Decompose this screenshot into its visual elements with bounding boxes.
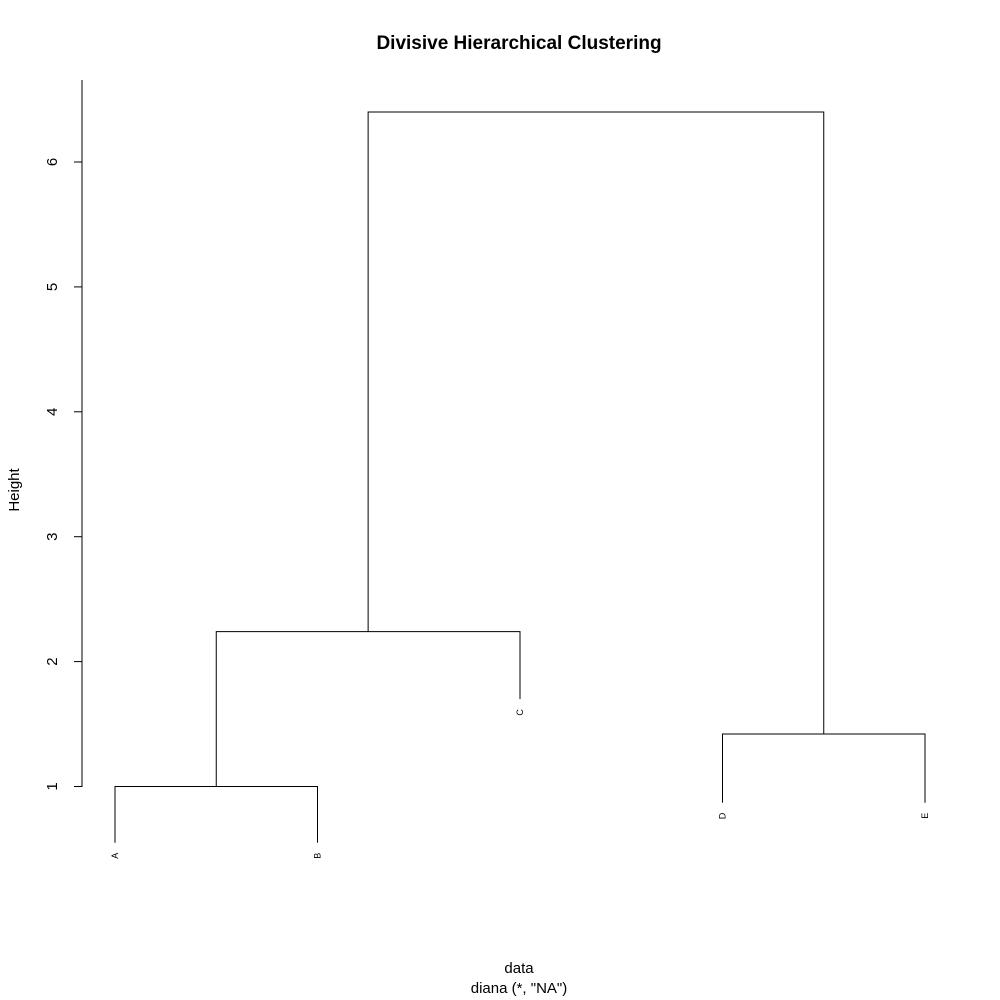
y-tick-label: 5 xyxy=(44,283,61,291)
y-tick-label: 3 xyxy=(44,533,61,541)
dendrogram-leaves: A B C D E xyxy=(110,709,930,859)
leaf-label: D xyxy=(718,812,728,819)
leaf-label: A xyxy=(110,853,120,859)
dendrogram-links xyxy=(114,111,926,843)
dendrogram-link xyxy=(722,733,926,803)
y-axis-ticks: 1 2 3 4 5 6 xyxy=(44,158,82,791)
leaf-label: B xyxy=(313,853,323,859)
dendrogram-link xyxy=(215,631,521,787)
leaf-label: E xyxy=(920,813,930,819)
y-axis-label: Height xyxy=(6,467,23,511)
y-tick-label: 1 xyxy=(44,782,61,790)
y-tick-label: 4 xyxy=(44,408,61,416)
y-tick-label: 6 xyxy=(44,158,61,166)
dendrogram-link xyxy=(367,111,825,735)
x-axis-sublabel: diana (*, "NA") xyxy=(471,980,568,997)
x-axis-label: data xyxy=(504,960,534,977)
dendrogram-link xyxy=(114,786,318,843)
chart-title: Divisive Hierarchical Clustering xyxy=(376,33,661,54)
leaf-label: C xyxy=(515,709,525,716)
y-tick-label: 2 xyxy=(44,657,61,665)
